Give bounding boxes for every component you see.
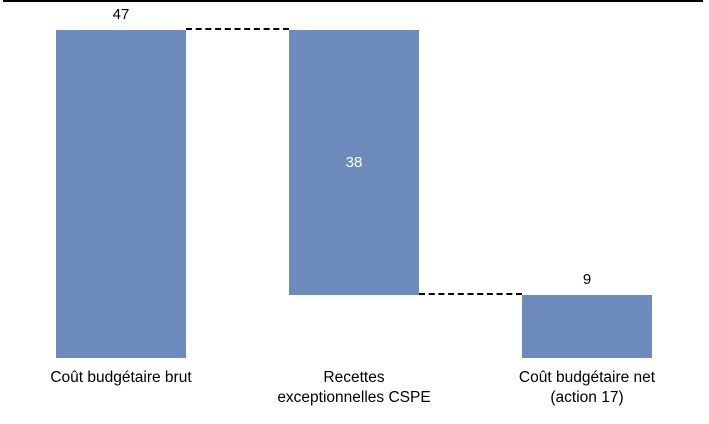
value-label-cout-budgetaire-net-action-17: 9: [582, 271, 592, 289]
category-label-recettes-exceptionnelles-cspe: Recettes exceptionnelles CSPE: [239, 368, 469, 408]
category-label-cout-budgetaire-net-action-17: Coût budgétaire net (action 17): [472, 368, 702, 408]
category-label-line: (action 17): [550, 389, 624, 406]
bar-cout-budgetaire-net-action-17: [522, 295, 652, 358]
connector-dashed-line-2: [419, 293, 522, 296]
category-label-line: Coût budgétaire net: [518, 369, 656, 386]
x-axis-line: [3, 0, 703, 2]
category-label-line: Recettes: [323, 369, 385, 386]
connector-dashed-line-1: [186, 28, 289, 30]
bar-cout-budgetaire-brut: [56, 30, 186, 358]
value-label-recettes-exceptionnelles-cspe: 38: [345, 153, 363, 171]
bar-recettes-exceptionnelles-cspe: [289, 30, 419, 296]
category-label-cout-budgetaire-brut: Coût budgétaire brut: [6, 368, 236, 388]
category-label-line: Coût budgétaire brut: [50, 369, 192, 386]
category-label-line: exceptionnelles CSPE: [277, 389, 431, 406]
value-label-cout-budgetaire-brut: 47: [112, 6, 130, 23]
